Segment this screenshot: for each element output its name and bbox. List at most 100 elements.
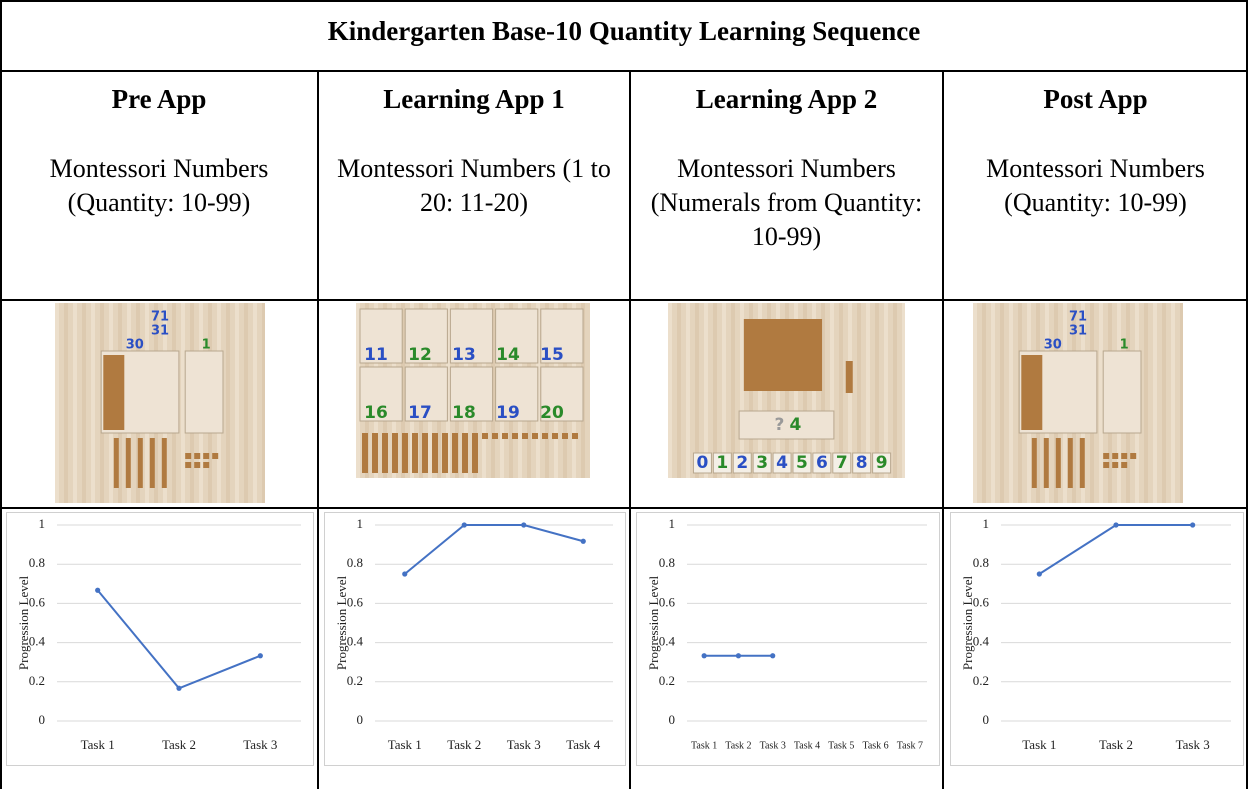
rod [1067,438,1073,488]
x-tick-label: Task 4 [794,740,820,751]
wood-stripe [875,303,879,478]
wood-stripe [1099,303,1103,503]
unit [203,453,210,459]
unit [1112,462,1119,468]
y-tick-label: 1 [669,516,676,531]
rod [492,433,498,439]
rod [572,433,578,439]
rod [392,433,398,473]
y-tick-label: 0.2 [29,673,45,688]
screenshot-label: 71 [1069,310,1087,325]
border-left [0,0,2,789]
y-tick-label: 0 [983,712,990,727]
wood-stripe [731,303,735,478]
rod [161,438,167,488]
rod [412,433,418,473]
y-tick-label: 0.8 [347,555,363,570]
screenshot-label: 6 [816,453,828,473]
screenshot-label: 12 [408,345,432,365]
rod [362,433,368,473]
screenshot-label: 30 [1044,338,1062,353]
x-tick-label: Task 7 [897,740,923,751]
col-line [317,70,319,789]
wood-stripe [830,303,834,478]
x-tick-label: Task 3 [1176,737,1210,752]
data-point [95,587,101,593]
y-tick-label: 0.2 [659,673,675,688]
border-right [1246,0,1248,789]
y-axis-label: Progression Level [646,575,661,670]
wood-stripe [677,303,681,478]
rod [552,433,558,439]
x-tick-label: Task 2 [447,737,481,752]
unit [185,453,192,459]
digit-key [812,452,832,474]
wood-stripe [181,303,185,503]
rod [542,433,548,439]
wood-stripe [82,303,86,503]
y-tick-label: 0.6 [973,594,990,609]
y-tick-label: 1 [983,516,990,531]
screenshot-label: 0 [697,453,709,473]
wood-stripe [857,303,861,478]
unit [194,462,201,468]
screenshot-label: 11 [364,345,388,365]
y-tick-label: 1 [39,516,46,531]
data-point [461,522,467,528]
y-axis-label: Progression Level [960,575,975,670]
rod [452,433,458,473]
data-point [701,653,707,659]
y-tick-label: 0.4 [347,634,364,649]
y-tick-label: 0.4 [973,634,990,649]
y-tick-label: 0.8 [659,555,675,570]
x-tick-label: Task 3 [760,740,786,751]
y-tick-label: 0.6 [347,594,364,609]
col-line [629,70,631,789]
digit-key [792,452,812,474]
wood-stripe [64,303,68,503]
x-tick-label: Task 3 [507,737,541,752]
data-point [402,571,408,577]
column-heading: Post App [1043,84,1148,114]
column-subtitle: Montessori Numbers (Quantity: 10-99) [49,154,269,217]
data-point [257,653,263,659]
rod [1079,438,1085,488]
unit [185,462,192,468]
row-line [0,299,1248,301]
digit-key [712,452,732,474]
line-chart: 0 0.2 0.4 0.6 0.8 1 Progression Level Task 1 Tas… [636,512,940,766]
tile [359,366,403,422]
wood-stripe [1000,303,1004,503]
x-tick-label: Task 2 [725,740,751,751]
wood-stripe [356,303,360,478]
y-tick-label: 0 [357,712,364,727]
rod [137,438,143,488]
y-tick-label: 0.8 [973,555,989,570]
digit-key [772,452,792,474]
tile [540,366,584,422]
rod [432,433,438,473]
rod [482,433,488,439]
digit-key [832,452,852,474]
rod [522,433,528,439]
rod [113,438,119,488]
wood-stripe [235,303,239,503]
data-point [176,685,182,691]
screenshot-label: 2 [736,453,748,473]
x-tick-label: Task 6 [862,740,888,751]
screenshot-label: 31 [1069,324,1087,339]
digit-key [872,452,892,474]
x-tick-label: Task 3 [243,737,277,752]
app-screenshot: 11 12 13 14 15 16 17 18 19 20 [356,303,590,478]
x-tick-label: Task 1 [388,737,422,752]
screenshot-label: 20 [540,403,564,423]
tile [359,308,403,364]
y-tick-label: 0.4 [659,634,676,649]
digit-key [692,452,712,474]
wood-stripe [91,303,95,503]
data-point [735,653,742,659]
y-axis-label: Progression Level [16,575,31,670]
y-tick-label: 0.6 [659,594,676,609]
unit [1103,462,1110,468]
wood-stripe [1162,303,1166,503]
